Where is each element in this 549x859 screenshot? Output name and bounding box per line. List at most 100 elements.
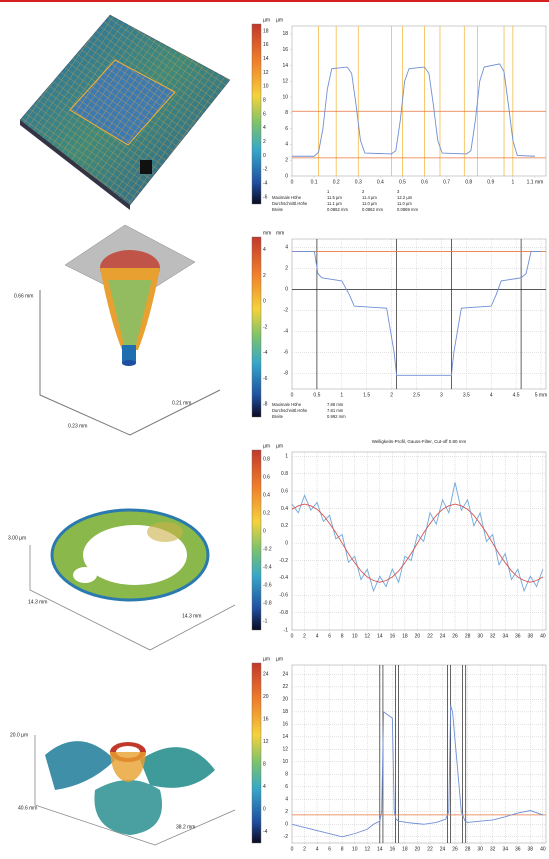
plot-area — [292, 239, 546, 389]
scene-2 — [40, 225, 220, 435]
table-cell: 2 — [362, 189, 365, 194]
colorbar-tick-label: 12 — [263, 70, 269, 76]
scene-label: 0.23 mm — [68, 423, 87, 429]
y-tick-label: 16 — [282, 47, 288, 53]
table-cell: 3 — [397, 189, 400, 194]
y-tick-label: 6 — [285, 784, 288, 790]
y-tick-label: 12 — [282, 79, 288, 85]
y-axis-unit: µm — [276, 443, 283, 449]
x-tick-label: 4 — [490, 392, 493, 398]
y-tick-label: 18 — [282, 709, 288, 715]
colorbar-tick-label: 0.8 — [263, 456, 270, 462]
colorbar-tick-label: 8 — [263, 762, 266, 768]
colorbar-tick-label: 0.2 — [263, 510, 270, 516]
colorbar-tick-label: -4 — [263, 829, 268, 835]
y-tick-label: 0.2 — [281, 523, 288, 529]
colorbar-unit: µm — [263, 443, 270, 449]
x-tick-label: 34 — [502, 633, 508, 639]
scene-1 — [20, 15, 230, 210]
y-tick-label: 2 — [285, 158, 288, 164]
x-tick-label: 14 — [377, 846, 383, 852]
scene-3 — [30, 510, 235, 650]
colorbar-tick-label: 6 — [263, 111, 266, 117]
colorbar-tick-label: -4 — [263, 181, 268, 187]
colorbar-tick-label: 8 — [263, 97, 266, 103]
x-tick-label: 32 — [490, 633, 496, 639]
y-tick-label: 18 — [282, 31, 288, 37]
x-tick-label: 8 — [341, 846, 344, 852]
x-tick-label: 0 — [291, 846, 294, 852]
table-cell: 11.0 µm — [397, 201, 412, 206]
colorbar — [252, 450, 261, 630]
x-tick-label: 18 — [402, 846, 408, 852]
table-cell: 11.0 µm — [362, 201, 377, 206]
colorbar-tick-label: 16 — [263, 717, 269, 723]
colorbar-unit: µm — [263, 656, 270, 662]
chart-title: Welligkeits-Profil, Gauss-Filter, Cut-of… — [372, 439, 467, 444]
y-tick-label: 0 — [285, 173, 288, 179]
y-tick-label: 0 — [285, 287, 288, 293]
x-tick-label: 34 — [502, 846, 508, 852]
y-tick-label: 4 — [285, 797, 288, 803]
x-tick-label: 26 — [452, 633, 458, 639]
colorbar-tick-label: -4 — [263, 350, 268, 356]
colorbar-tick-label: -2 — [263, 167, 268, 173]
x-tick-label: 4 — [316, 846, 319, 852]
x-tick-label: 10 — [352, 633, 358, 639]
colorbar-tick-label: 20 — [263, 694, 269, 700]
x-tick-label: 40 — [540, 633, 546, 639]
table-cell: Durchschnittl.Höhe — [272, 408, 308, 413]
y-tick-label: 16 — [282, 722, 288, 728]
table-cell: 7.81 mm — [327, 408, 344, 413]
y-tick-label: 0 — [285, 540, 288, 546]
y-axis-unit: µm — [276, 17, 283, 23]
table-cell: 0.0862 mm — [362, 207, 383, 212]
colorbar — [252, 24, 261, 204]
y-tick-label: 24 — [282, 672, 288, 678]
colorbar-tick-label: 0 — [263, 153, 266, 159]
y-tick-label: -2 — [284, 834, 289, 840]
scene-label: 0.21 mm — [172, 400, 191, 406]
x-tick-label: 28 — [465, 846, 471, 852]
x-tick-label: 3.5 — [463, 392, 470, 398]
y-tick-label: 14 — [282, 63, 288, 69]
colorbar-tick-label: 4 — [263, 125, 266, 131]
x-tick-label: 22 — [427, 846, 433, 852]
table-cell: 12.2 µm — [397, 195, 413, 200]
x-tick-label: 0 — [291, 179, 294, 185]
x-tick-label: 5 mm — [535, 392, 548, 398]
x-tick-label: 2 — [303, 633, 306, 639]
x-tick-label: 0.3 — [355, 179, 362, 185]
x-tick-label: 2.5 — [413, 392, 420, 398]
colorbar-tick-label: 0 — [263, 299, 266, 305]
colorbar-tick-label: -0.2 — [263, 546, 272, 552]
table-cell: 0.0869 mm — [397, 207, 418, 212]
x-tick-label: 6 — [328, 846, 331, 852]
y-tick-label: 12 — [282, 747, 288, 753]
table-cell: 11.1 µm — [327, 201, 342, 206]
x-tick-label: 20 — [415, 846, 421, 852]
x-tick-label: 2 — [303, 846, 306, 852]
colorbar-tick-label: 18 — [263, 28, 269, 34]
x-tick-label: 12 — [364, 633, 370, 639]
y-tick-label: 4 — [285, 142, 288, 148]
colorbar-tick-label: 24 — [263, 672, 269, 678]
table-cell: Maximale Höhe — [272, 402, 302, 407]
y-tick-label: 2 — [285, 809, 288, 815]
x-tick-label: 28 — [465, 633, 471, 639]
colorbar-tick-label: 2 — [263, 273, 266, 279]
x-tick-label: 0.5 — [313, 392, 320, 398]
x-tick-label: 30 — [477, 846, 483, 852]
y-tick-label: 1 — [285, 454, 288, 460]
x-tick-label: 1.1 mm — [527, 179, 544, 185]
y-tick-label: 22 — [282, 684, 288, 690]
colorbar-tick-label: 14 — [263, 56, 269, 62]
y-tick-label: 10 — [282, 759, 288, 765]
y-axis-unit: mm — [276, 230, 284, 236]
x-tick-label: 0.4 — [377, 179, 384, 185]
x-tick-label: 0.2 — [333, 179, 340, 185]
colorbar-tick-label: -0.8 — [263, 600, 272, 606]
x-tick-label: 36 — [515, 633, 521, 639]
x-tick-label: 38 — [528, 633, 534, 639]
x-tick-label: 22 — [427, 633, 433, 639]
